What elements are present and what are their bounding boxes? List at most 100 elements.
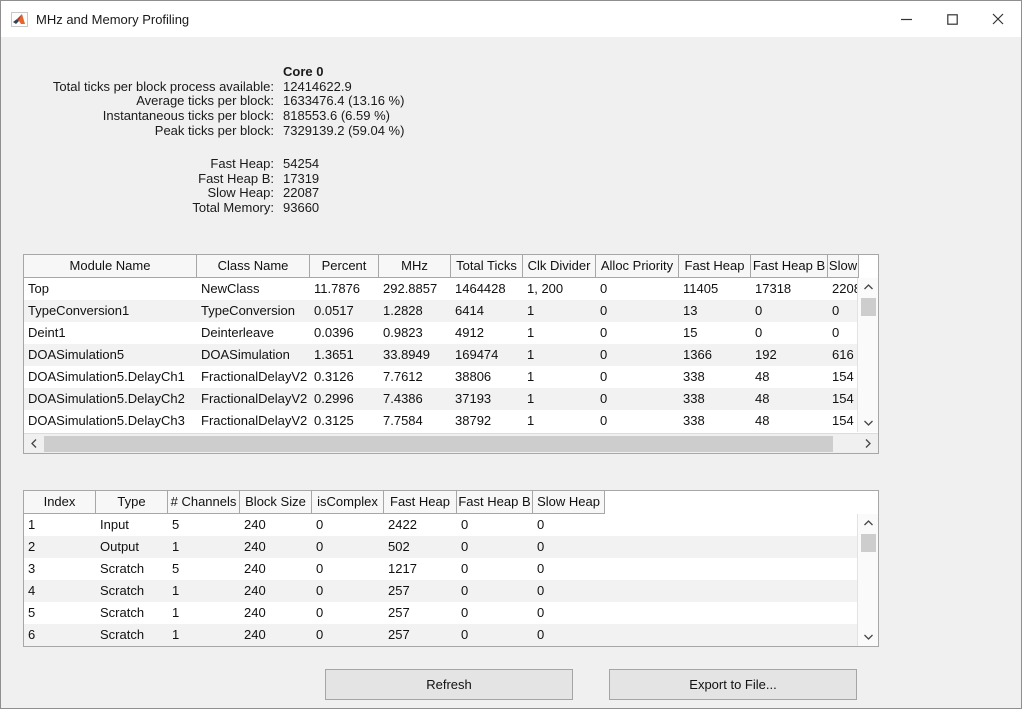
table-row[interactable]: DOASimulation5.DelayCh2 FractionalDelayV2…: [24, 388, 878, 410]
column-header-alloc-priority[interactable]: Alloc Priority: [596, 255, 679, 278]
column-header--channels[interactable]: # Channels: [168, 491, 240, 514]
buffer-table-header: Index Type # Channels Block Size isComplex Fa…: [24, 491, 878, 514]
table-cell: 48: [755, 413, 770, 428]
column-header-fast-heap-b[interactable]: Fast Heap B: [751, 255, 828, 278]
scroll-up-icon[interactable]: [858, 514, 879, 532]
scroll-up-icon[interactable]: [858, 278, 879, 296]
table-cell: Scratch: [100, 561, 145, 576]
column-header-index[interactable]: Index: [24, 491, 96, 514]
table-cell: 1: [527, 369, 535, 384]
table-cell: 192: [755, 347, 777, 362]
table-cell: NewClass: [201, 281, 260, 296]
scroll-down-icon[interactable]: [858, 628, 879, 646]
table-cell: 0: [600, 325, 608, 340]
table-cell: 0: [461, 583, 469, 598]
table-cell: 0.2996: [314, 391, 354, 406]
scrollbar-thumb[interactable]: [44, 435, 833, 452]
vertical-scrollbar[interactable]: [857, 278, 878, 432]
column-header-block-size[interactable]: Block Size: [240, 491, 312, 514]
column-header-fast-heap[interactable]: Fast Heap: [679, 255, 751, 278]
table-cell: 502: [388, 539, 410, 554]
table-row[interactable]: 4 Scratch 1 240 0 257 0 0: [24, 580, 878, 602]
table-cell: 0: [461, 561, 469, 576]
stat-label: Fast Heap B:: [198, 170, 274, 186]
table-row[interactable]: 2 Output 1 240 0 502 0 0: [24, 536, 878, 558]
table-cell: TypeConversion1: [28, 303, 130, 318]
table-row[interactable]: DOASimulation5 DOASimulation 1.3651 33.8949…: [24, 344, 878, 366]
window-title: MHz and Memory Profiling: [36, 11, 190, 27]
stat-label: Slow Heap:: [207, 185, 274, 201]
column-header-fast-heap-b[interactable]: Fast Heap B: [457, 491, 533, 514]
table-row[interactable]: 3 Scratch 5 240 0 1217 0 0: [24, 558, 878, 580]
table-row[interactable]: Top NewClass 11.7876 292.8857 1464428 1, 200 0…: [24, 278, 878, 300]
matlab-logo-icon: [10, 11, 28, 27]
table-row[interactable]: TypeConversion1 TypeConversion 0.0517 1.282…: [24, 300, 878, 322]
column-header-percent[interactable]: Percent: [310, 255, 379, 278]
table-cell: 240: [244, 627, 266, 642]
vertical-scrollbar[interactable]: [857, 514, 878, 646]
table-cell: 1464428: [455, 281, 506, 296]
table-cell: 15: [683, 325, 698, 340]
maximize-icon[interactable]: [929, 1, 975, 37]
table-cell: 6414: [455, 303, 484, 318]
table-cell: 257: [388, 583, 410, 598]
table-cell: 0: [600, 369, 608, 384]
column-header-clk-divider[interactable]: Clk Divider: [523, 255, 596, 278]
table-cell: 0: [316, 561, 324, 576]
column-header-slow-heap[interactable]: Slow Heap: [533, 491, 605, 514]
scrollbar-thumb[interactable]: [860, 298, 876, 316]
table-cell: 1: [172, 539, 180, 554]
table-cell: 1: [172, 583, 180, 598]
table-cell: 257: [388, 605, 410, 620]
table-cell: 38806: [455, 369, 492, 384]
table-cell: 7.7584: [383, 413, 423, 428]
table-cell: 0.3125: [314, 413, 354, 428]
minimize-icon[interactable]: [883, 1, 929, 37]
refresh-button[interactable]: Refresh: [325, 669, 573, 700]
table-cell: 0: [600, 347, 608, 362]
table-row[interactable]: 1 Input 5 240 0 2422 0 0: [24, 514, 878, 536]
column-header-total-ticks[interactable]: Total Ticks: [451, 255, 523, 278]
column-header-mhz[interactable]: MHz: [379, 255, 451, 278]
column-header-fast-heap[interactable]: Fast Heap: [384, 491, 457, 514]
column-header-type[interactable]: Type: [96, 491, 168, 514]
table-row[interactable]: 6 Scratch 1 240 0 257 0 0: [24, 624, 878, 646]
table-cell: 4: [28, 583, 36, 598]
export-to-file-button[interactable]: Export to File...: [609, 669, 857, 700]
table-cell: 0: [600, 391, 608, 406]
table-row[interactable]: 5 Scratch 1 240 0 257 0 0: [24, 602, 878, 624]
stat-label: Total Memory:: [192, 200, 274, 216]
table-cell: 13: [683, 303, 698, 318]
close-icon[interactable]: [975, 1, 1021, 37]
table-cell: DOASimulation5.DelayCh3: [28, 413, 185, 428]
module-table-header: Module Name Class Name Percent MHz Total Tic…: [24, 255, 878, 278]
scroll-left-icon[interactable]: [24, 434, 44, 454]
scrollbar-thumb[interactable]: [860, 534, 876, 552]
table-row[interactable]: Deint1 Deinterleave 0.0396 0.9823 4912 1 0 15 0 0: [24, 322, 878, 344]
table-row[interactable]: DOASimulation5.DelayCh1 FractionalDelayV2…: [24, 366, 878, 388]
table-cell: 154: [832, 369, 854, 384]
column-header-iscomplex[interactable]: isComplex: [312, 491, 384, 514]
table-cell: 1366: [683, 347, 712, 362]
table-row[interactable]: DOASimulation5.DelayCh3 FractionalDelayV2…: [24, 410, 878, 432]
column-header-slow[interactable]: Slow: [828, 255, 859, 278]
table-cell: 0: [316, 517, 324, 532]
horizontal-scrollbar[interactable]: [24, 433, 878, 453]
table-cell: 616: [832, 347, 854, 362]
table-cell: 1.3651: [314, 347, 354, 362]
column-header-class-name[interactable]: Class Name: [197, 255, 310, 278]
scroll-right-icon[interactable]: [858, 434, 878, 454]
table-cell: 1: [172, 605, 180, 620]
table-cell: DOASimulation: [201, 347, 290, 362]
table-cell: 292.8857: [383, 281, 438, 296]
scrollbar-track[interactable]: [44, 434, 858, 454]
buffer-table: Index Type # Channels Block Size isComplex Fa…: [23, 490, 879, 647]
table-cell: 2422: [388, 517, 417, 532]
table-cell: 17318: [755, 281, 792, 296]
table-cell: 0: [537, 627, 545, 642]
column-header-module-name[interactable]: Module Name: [24, 255, 197, 278]
table-cell: 257: [388, 627, 410, 642]
scroll-down-icon[interactable]: [858, 414, 879, 432]
memory-stats-panel: Fast Heap: 54254 Fast Heap B: 17319 Slow…: [1, 156, 521, 216]
table-cell: 240: [244, 583, 266, 598]
